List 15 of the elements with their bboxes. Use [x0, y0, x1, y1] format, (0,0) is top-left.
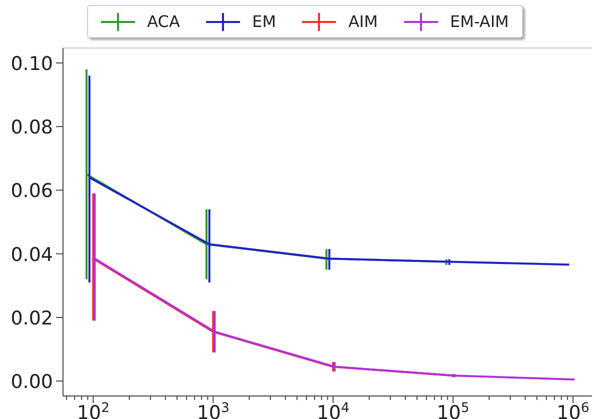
- x-tick-label: 10$^{3}$: [196, 400, 230, 419]
- legend-label: EM-AIM: [450, 12, 509, 31]
- legend-label: ACA: [147, 12, 180, 31]
- x-tick-label: 10$^{4}$: [316, 400, 350, 419]
- legend-label: AIM: [348, 12, 378, 31]
- y-tick-label: 0.08: [10, 116, 53, 139]
- y-tick-label: 0.00: [10, 371, 53, 394]
- y-tick-label: 0.02: [10, 307, 53, 330]
- y-tick-label: 0.04: [10, 244, 53, 266]
- y-tick-label: 0.10: [10, 52, 53, 75]
- x-tick-label: 10$^{6}$: [556, 400, 590, 419]
- legend-label: EM: [252, 12, 276, 31]
- y-tick-label: 0.06: [10, 180, 53, 202]
- x-tick-label: 10$^{2}$: [76, 400, 110, 419]
- x-tick-label: 10$^{5}$: [436, 400, 470, 419]
